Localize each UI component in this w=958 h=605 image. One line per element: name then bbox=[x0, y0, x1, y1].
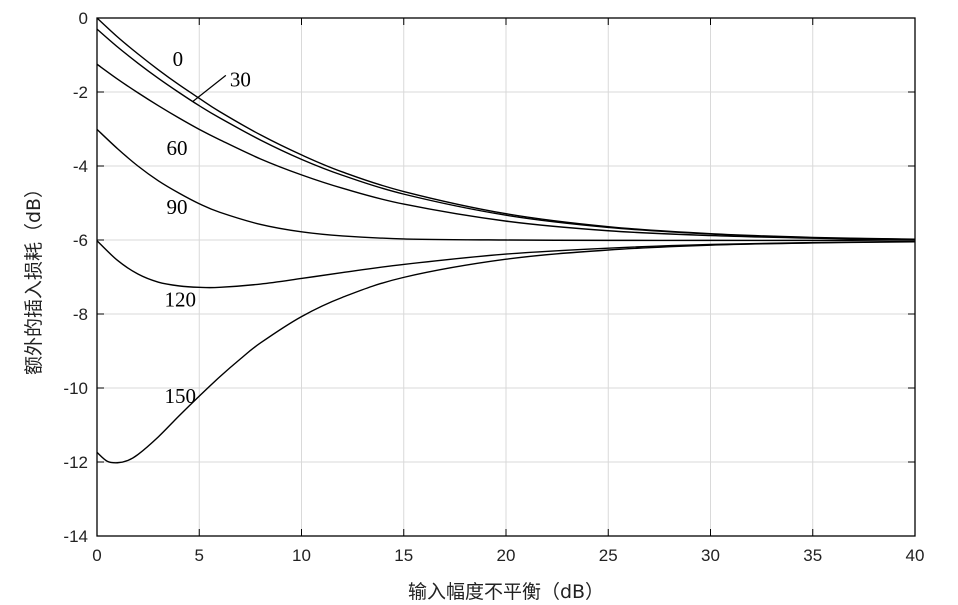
y-tick-label: 0 bbox=[79, 9, 88, 28]
curve-label-150: 150 bbox=[164, 384, 196, 408]
y-tick-label: -6 bbox=[73, 231, 88, 250]
series-line-60 bbox=[96, 63, 916, 241]
curve-label-60: 60 bbox=[167, 136, 188, 160]
x-tick-label: 0 bbox=[92, 546, 101, 565]
curve-labels: 0 30 60 90 120 150 bbox=[164, 47, 250, 408]
curve-label-120: 120 bbox=[164, 288, 196, 312]
curve-label-30: 30 bbox=[230, 67, 251, 91]
series-line-90 bbox=[96, 128, 916, 242]
x-tick-label: 20 bbox=[497, 546, 516, 565]
series-line-150 bbox=[96, 241, 916, 464]
x-tick-label: 10 bbox=[292, 546, 311, 565]
x-tick-label: 15 bbox=[394, 546, 413, 565]
x-tick-label: 30 bbox=[701, 546, 720, 565]
y-tick-label: -4 bbox=[73, 157, 88, 176]
x-tick-label: 40 bbox=[906, 546, 925, 565]
curve-label-90: 90 bbox=[167, 195, 188, 219]
label-30-pointer bbox=[192, 74, 227, 102]
x-axis-title: 输入幅度不平衡（dB） bbox=[408, 581, 604, 603]
series-line-120 bbox=[96, 240, 916, 289]
y-tick-label: -12 bbox=[63, 453, 88, 472]
axis-ticks bbox=[96, 17, 916, 537]
y-tick-label: -8 bbox=[73, 305, 88, 324]
series-line-30 bbox=[96, 28, 916, 240]
x-tick-labels: 0 5 10 15 20 25 30 35 40 bbox=[92, 546, 924, 565]
curve-label-0: 0 bbox=[173, 47, 184, 71]
x-tick-label: 5 bbox=[195, 546, 204, 565]
x-tick-label: 35 bbox=[803, 546, 822, 565]
y-tick-label: -2 bbox=[73, 83, 88, 102]
curves bbox=[96, 17, 916, 464]
y-tick-label: -10 bbox=[63, 379, 88, 398]
y-tick-label: -14 bbox=[63, 527, 88, 546]
x-tick-label: 25 bbox=[599, 546, 618, 565]
grid bbox=[96, 17, 916, 537]
y-tick-labels: 0 -2 -4 -6 -8 -10 -12 -14 bbox=[63, 9, 88, 546]
y-axis-title: 额外的插入损耗（dB） bbox=[23, 179, 45, 375]
